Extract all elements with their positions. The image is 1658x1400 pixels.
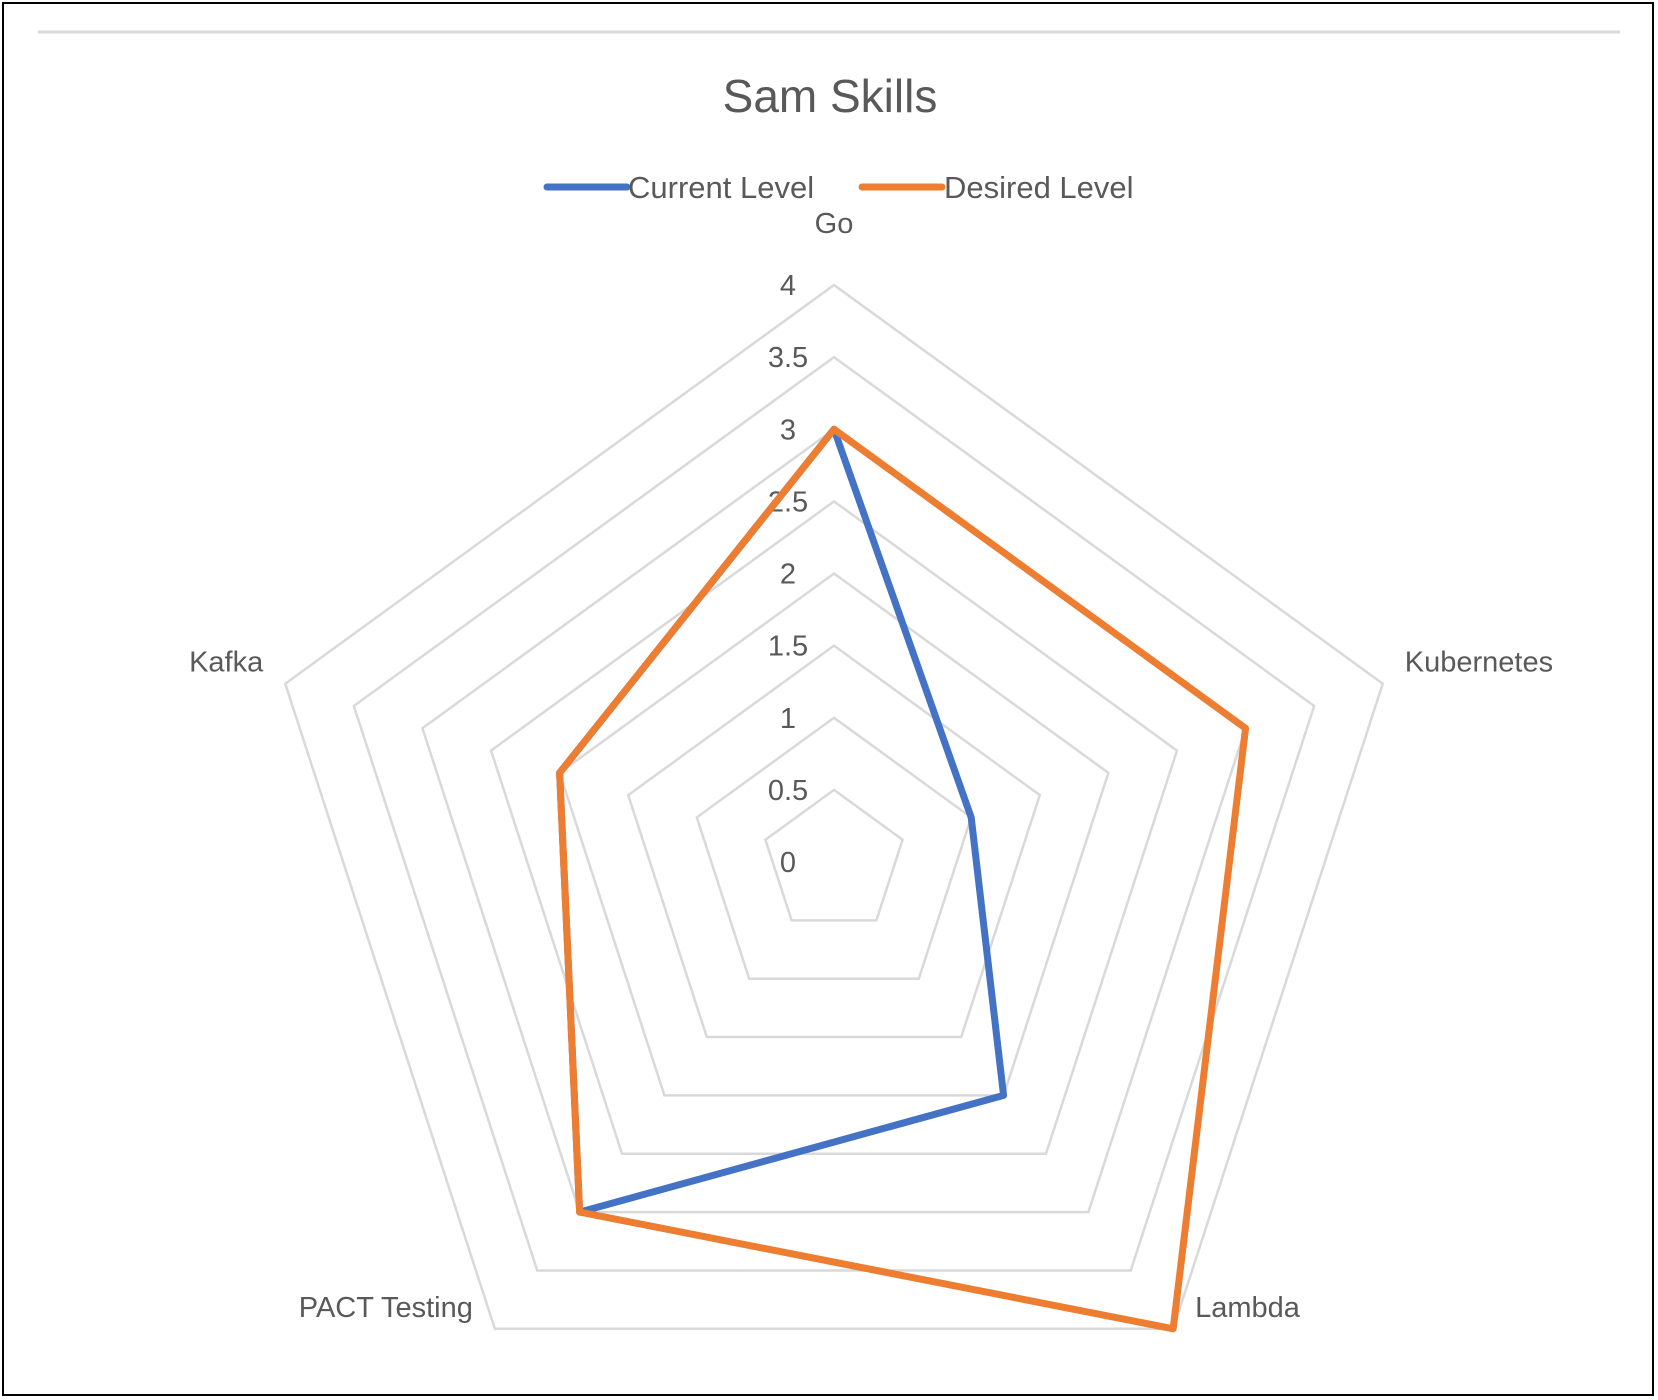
tick-label: 3	[780, 414, 796, 446]
grid-ring-5	[489, 499, 1179, 1156]
category-label-lambda: Lambda	[1195, 1292, 1301, 1324]
tick-label: 0	[780, 847, 796, 879]
radar-chart: Sam Skills Current Level Desired Level 0…	[38, 30, 1620, 1333]
legend-label-current-level: Current Level	[628, 170, 814, 205]
category-label-pact-testing: PACT Testing	[299, 1292, 473, 1324]
grid-ring-7	[352, 355, 1316, 1272]
tick-label: 1	[780, 703, 796, 735]
radial-tick-labels: 00.511.522.533.54	[768, 270, 808, 879]
grid-ring-8	[283, 283, 1385, 1331]
category-label-kafka: Kafka	[189, 647, 264, 679]
legend: Current Level Desired Level	[543, 170, 1134, 205]
category-labels: Go Kubernetes Lambda PACT Testing Kafka	[189, 208, 1553, 1324]
grid-ring-3	[626, 644, 1042, 1039]
category-label-go: Go	[815, 208, 854, 240]
radar-grid	[283, 283, 1385, 1331]
tick-label: 4	[780, 270, 796, 302]
chart-title: Sam Skills	[723, 70, 938, 122]
tick-label: 0.5	[768, 775, 808, 807]
grid-ring-4	[558, 571, 1110, 1097]
legend-label-desired-level: Desired Level	[944, 170, 1134, 205]
tick-label: 3.5	[768, 342, 808, 374]
grid-ring-1	[763, 788, 905, 922]
tick-label: 2	[780, 559, 796, 591]
series-line-desired-level	[556, 425, 1250, 1333]
grid-ring-2	[695, 716, 973, 980]
series-lines	[556, 425, 1250, 1333]
tick-label: 1.5	[768, 631, 808, 663]
category-label-kubernetes: Kubernetes	[1405, 647, 1553, 679]
